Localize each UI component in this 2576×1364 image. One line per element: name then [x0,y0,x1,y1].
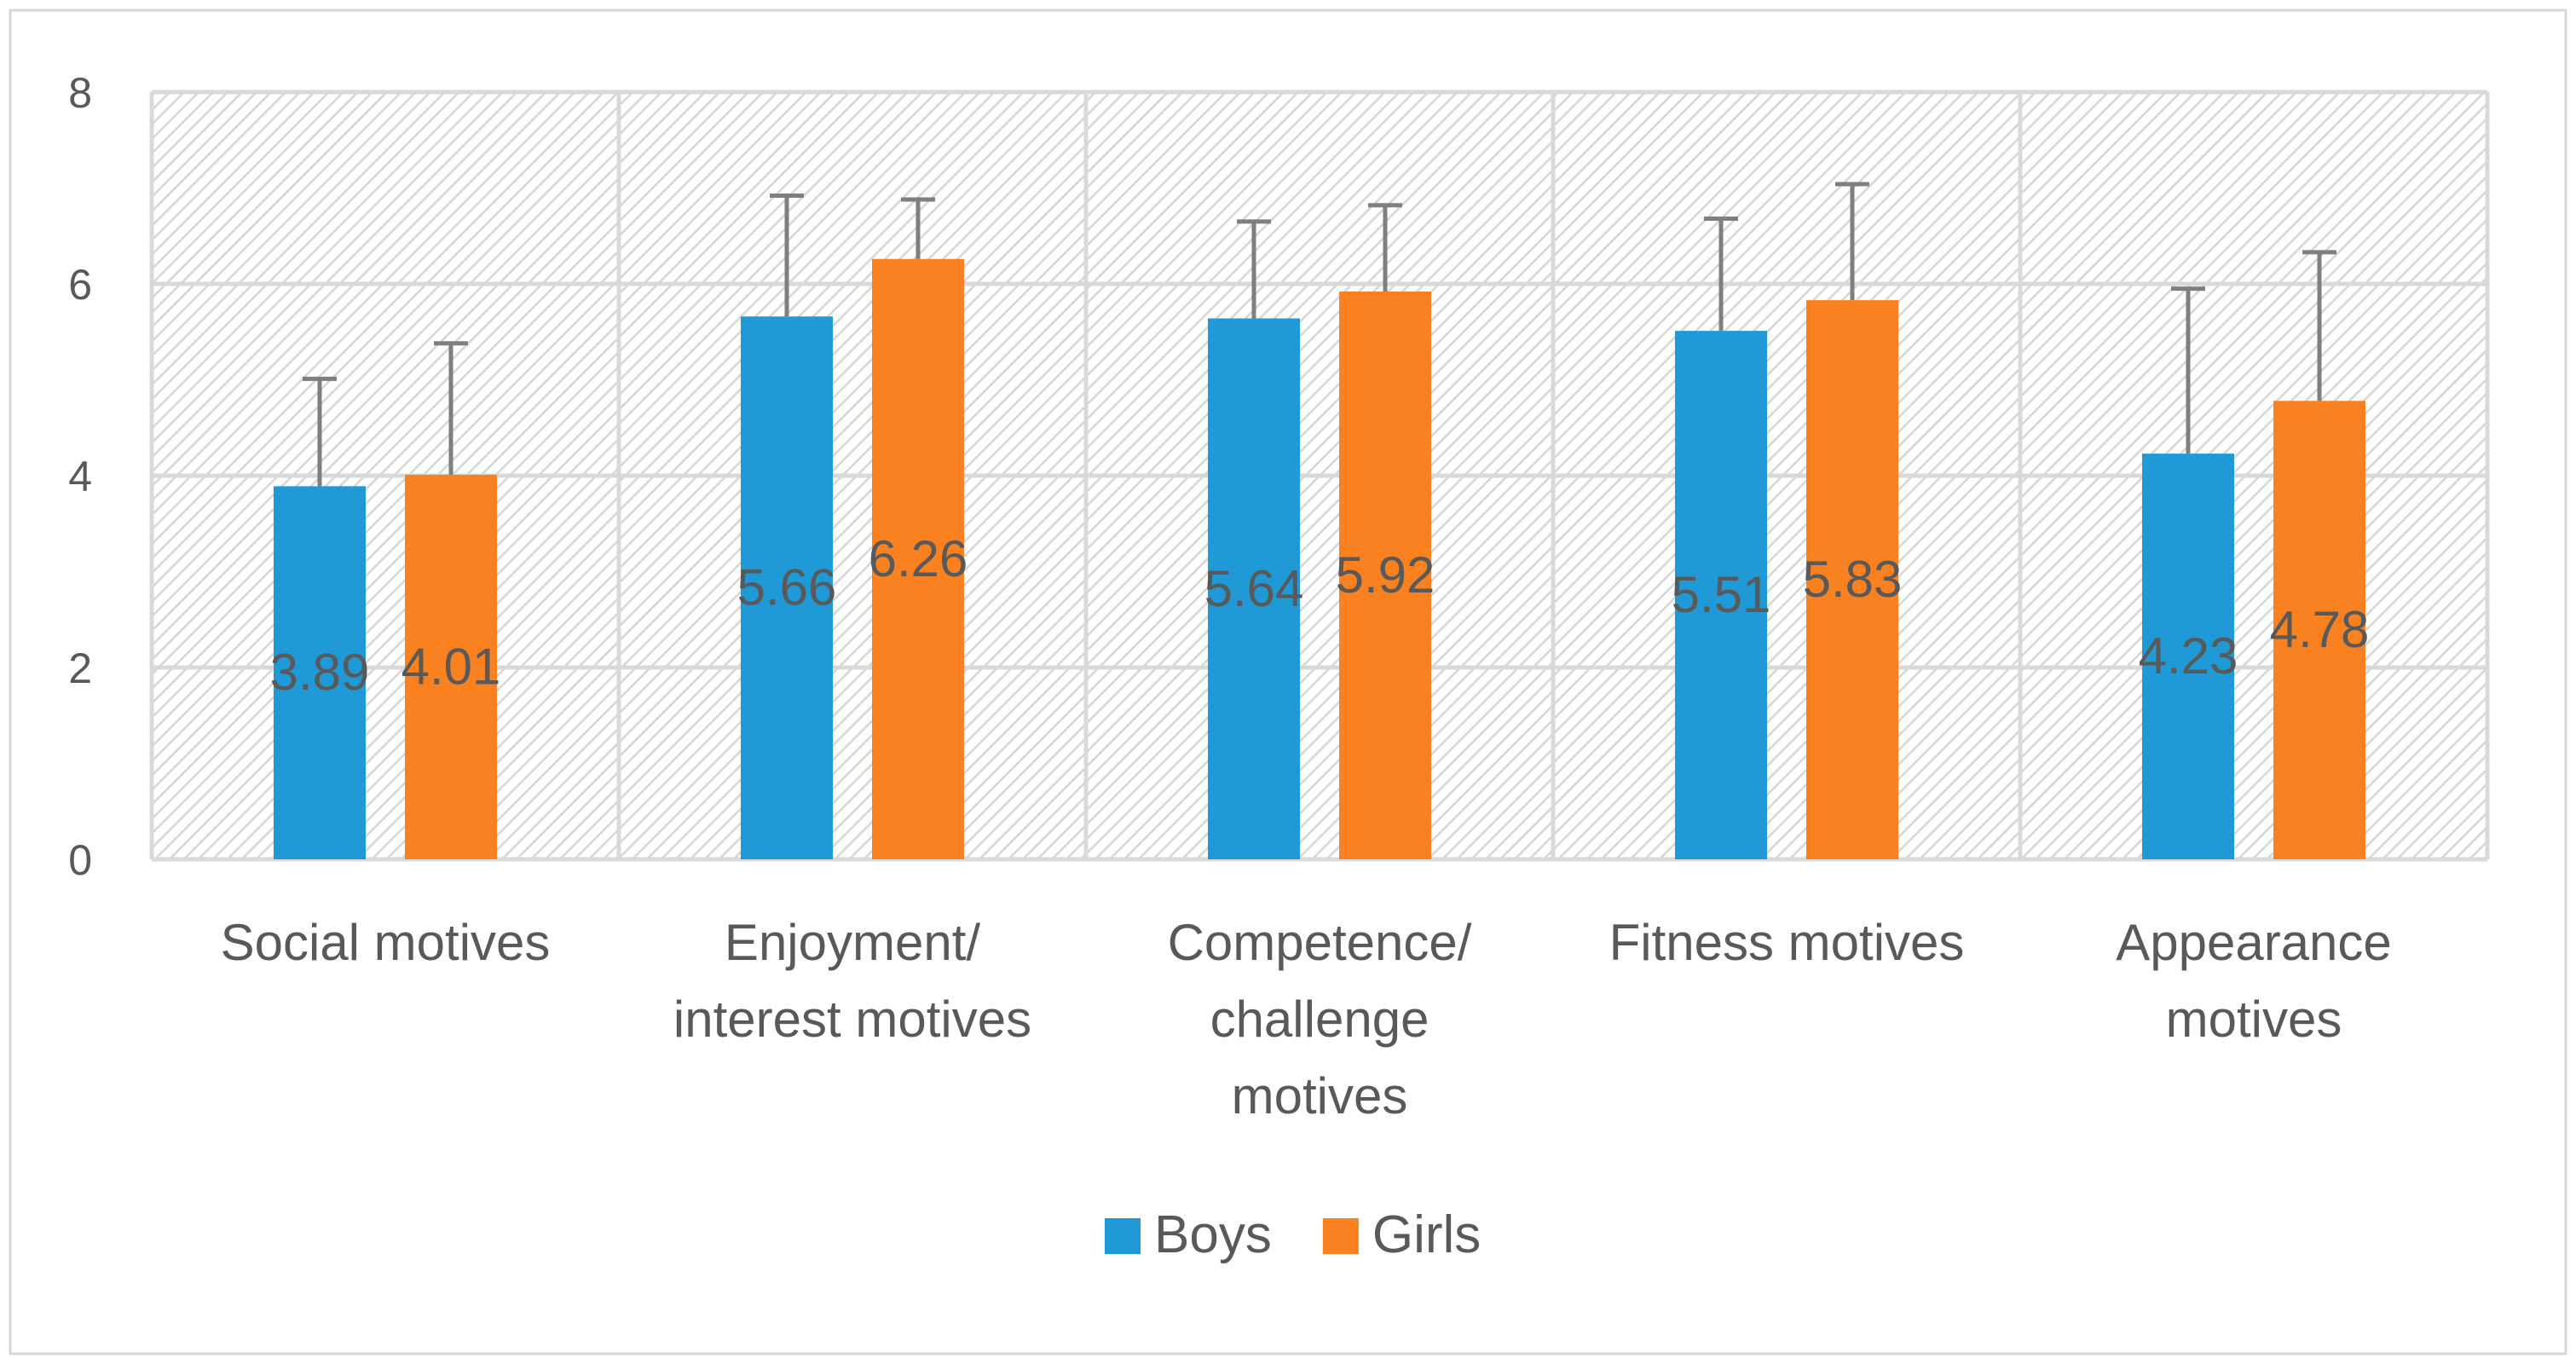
data-labels: 3.89 5.66 5.64 5.51 4.23 4.01 6.26 5.92 5.83 4.78 [270,530,2370,701]
data-label: 6.26 [869,530,968,587]
data-label: 4.78 [2270,601,2370,658]
legend-swatch-boys [1105,1218,1141,1254]
data-label: 5.83 [1803,551,1903,608]
x-axis-category-labels: Social motives Enjoyment/interest motives… [221,914,2392,1124]
legend-label-girls: Girls [1372,1205,1481,1264]
category-label: Enjoyment/ [725,914,980,971]
category-label: Competence/ [1168,914,1472,971]
data-label: 4.23 [2139,627,2238,685]
category-label: interest motives [673,991,1031,1048]
y-tick-label: 8 [68,69,92,117]
data-label: 3.89 [270,644,370,701]
y-tick-label: 4 [68,453,92,500]
y-axis-tick-labels: 0 2 4 6 8 [68,69,92,884]
bar-girls-3 [1806,300,1898,859]
bar-girls-0 [405,474,497,859]
data-label: 4.01 [401,638,501,695]
y-tick-label: 0 [68,836,92,884]
legend: Boys Girls [1105,1205,1481,1264]
error-bars [303,182,2336,487]
gridlines [149,90,2490,862]
category-label: Social motives [221,914,551,971]
legend-swatch-girls [1322,1218,1359,1254]
category-label: Fitness motives [1609,914,1965,971]
category-label: challenge [1210,991,1430,1048]
category-label: motives [2166,991,2342,1048]
y-tick-label: 6 [68,261,92,309]
bar-girls-4 [2273,401,2365,859]
data-label: 5.64 [1204,560,1304,617]
bar-girls-2 [1339,292,1431,859]
bar-boys-2 [1208,318,1300,859]
bar-boys-4 [2142,454,2234,859]
bar-boys-1 [741,316,833,859]
legend-label-boys: Boys [1154,1205,1272,1264]
category-label: Appearance [2116,914,2392,971]
category-label: motives [1232,1067,1408,1124]
data-label: 5.51 [1672,566,1771,623]
data-label: 5.92 [1336,546,1435,604]
bar-girls-1 [872,258,964,859]
bar-boys-3 [1675,331,1767,859]
data-label: 5.66 [737,559,837,616]
bar-boys-0 [274,486,366,859]
y-tick-label: 2 [68,644,92,692]
bars [274,258,2365,859]
